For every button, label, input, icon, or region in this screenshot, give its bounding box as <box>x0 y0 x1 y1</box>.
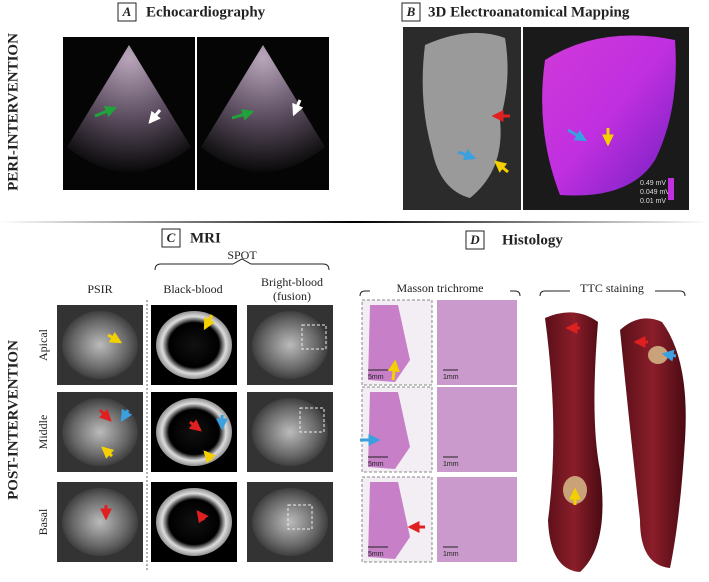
arrow <box>661 349 677 362</box>
column-label: Black-blood <box>163 282 222 296</box>
arrow <box>494 160 509 174</box>
scale-label: 0.01 mV <box>640 198 666 205</box>
arrow <box>203 314 215 331</box>
color-scale <box>668 178 674 200</box>
scale-label: 0.49 mV <box>640 180 666 187</box>
panel-title: MRI <box>190 230 221 246</box>
mri-heart <box>156 311 232 379</box>
mri-heart <box>62 488 138 556</box>
panel-box <box>161 228 181 248</box>
scalebar-label: 1mm <box>443 461 459 468</box>
roi-box <box>301 324 327 350</box>
mri-heart <box>252 488 328 556</box>
arrow <box>387 359 400 381</box>
scalebar-label: 5mm <box>368 551 384 558</box>
arrow <box>94 105 118 118</box>
brace <box>154 258 330 271</box>
arrow <box>188 419 202 432</box>
scale-label: 0.049 mV <box>640 189 670 196</box>
panel-label: C <box>167 230 176 245</box>
arrow <box>457 149 477 161</box>
histo-detail <box>437 300 517 385</box>
scalebar-label: 5mm <box>368 374 384 381</box>
arrow <box>107 331 123 344</box>
echo-cone <box>67 45 191 172</box>
arrow <box>196 510 209 524</box>
row-label: Basal <box>36 508 50 535</box>
bracket <box>359 290 521 297</box>
divider <box>0 221 709 223</box>
row-label: Middle <box>36 415 50 450</box>
scalebar-label: 1mm <box>443 551 459 558</box>
panel-label: D <box>469 232 480 247</box>
mri-heart <box>252 398 328 466</box>
panel-box <box>401 2 421 22</box>
arrow <box>203 450 216 464</box>
panel-title: Histology <box>502 232 563 248</box>
arrow <box>567 128 588 142</box>
arrow <box>292 99 304 117</box>
roi-box <box>287 504 313 530</box>
scalebar-label: 1mm <box>443 374 459 381</box>
phase-label: PERI-INTERVENTION <box>5 33 21 191</box>
phase-label: POST-INTERVENTION <box>5 340 21 500</box>
panel-label: B <box>406 4 416 19</box>
panel-label: A <box>122 4 132 19</box>
bracket <box>539 290 686 297</box>
arrow <box>148 109 162 124</box>
arrow <box>101 446 115 459</box>
ttc-tissue <box>620 318 686 568</box>
panel-title: Echocardiography <box>146 4 266 20</box>
group-label: SPOT <box>227 248 257 262</box>
column-label: PSIR <box>87 282 112 296</box>
roi-box <box>299 407 325 433</box>
mri-heart <box>156 398 232 466</box>
eam-shape <box>422 32 508 199</box>
scalebar-label: 5mm <box>368 461 384 468</box>
row-label: Apical <box>36 328 50 361</box>
group-label: TTC staining <box>580 281 644 295</box>
panel-box <box>117 2 137 22</box>
arrow <box>231 109 255 121</box>
mri-heart <box>62 398 138 466</box>
histo-detail <box>437 477 517 562</box>
eam-shape <box>542 35 676 196</box>
histo-tissue <box>368 482 410 559</box>
histo-detail <box>437 387 517 472</box>
mri-heart <box>252 311 328 379</box>
histo-tissue <box>368 392 410 469</box>
column-label: Bright-blood (fusion) <box>261 275 323 303</box>
panel-title: 3D Electroanatomical Mapping <box>428 4 630 20</box>
mri-heart <box>62 311 138 379</box>
ttc-tissue <box>545 312 603 572</box>
mri-heart <box>156 488 232 556</box>
panel-box <box>465 230 485 250</box>
arrow <box>98 408 112 422</box>
arrow <box>120 408 133 423</box>
group-label: Masson trichrome <box>397 281 484 295</box>
echo-cone <box>201 45 325 172</box>
